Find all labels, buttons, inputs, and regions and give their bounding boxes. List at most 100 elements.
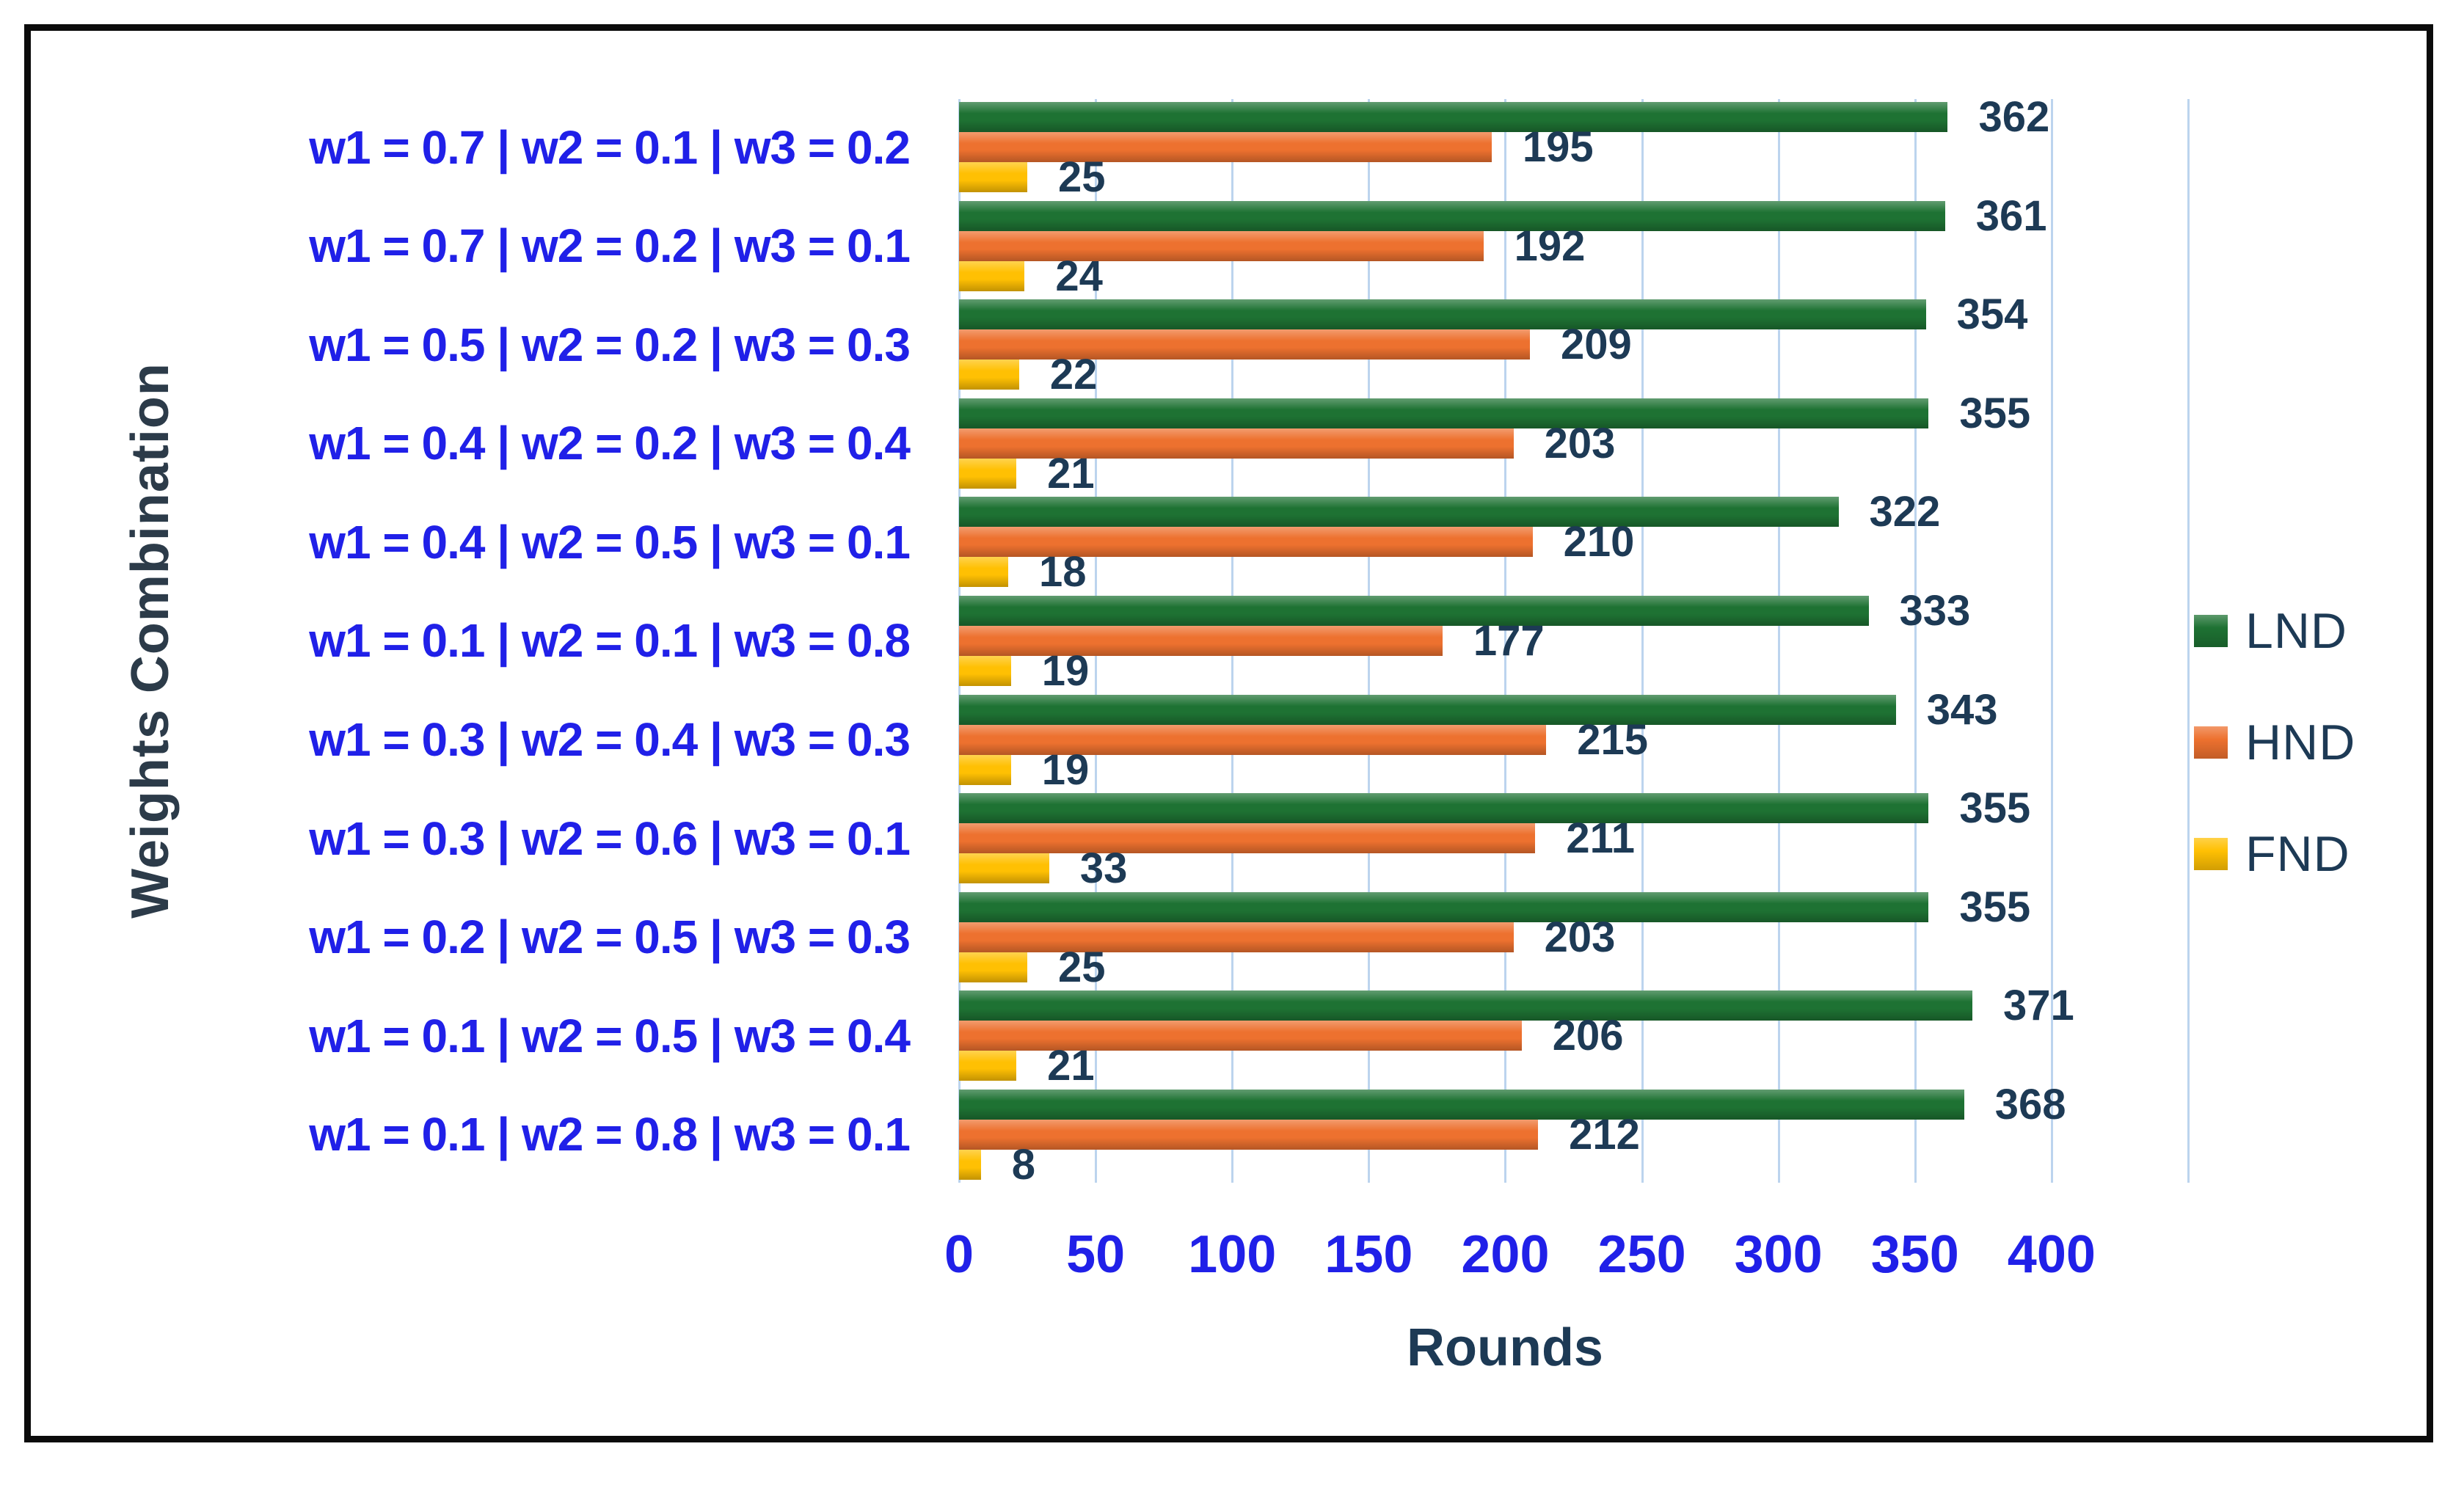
bar-row: 22 — [959, 351, 2188, 398]
data-label: 209 — [1560, 321, 1632, 369]
category-label: w1 = 0.5 | w2 = 0.2 | w3 = 0.3 — [309, 318, 911, 371]
data-label: 215 — [1577, 715, 1649, 764]
x-tick-label: 150 — [1324, 1225, 1413, 1284]
data-label: 8 — [1011, 1140, 1036, 1189]
bar-fnd — [959, 952, 1028, 982]
x-tick-label: 250 — [1597, 1225, 1686, 1284]
x-tick-label: 350 — [1870, 1225, 1959, 1284]
data-label: 25 — [1058, 153, 1106, 201]
category-label: w1 = 0.2 | w2 = 0.5 | w3 = 0.3 — [309, 911, 911, 964]
category-label: w1 = 0.4 | w2 = 0.2 | w3 = 0.4 — [309, 417, 911, 470]
bar-row: 203 — [959, 913, 2188, 961]
category-row: w1 = 0.3 | w2 = 0.6 | w3 = 0.1 — [154, 793, 911, 883]
bar-row: 19 — [959, 647, 2188, 695]
bar-group: 362 195 25 — [959, 93, 2188, 201]
bar-hnd — [959, 724, 1547, 755]
bar-hnd — [959, 625, 1443, 656]
x-axis-title: Rounds — [1407, 1318, 1603, 1377]
category-row: w1 = 0.4 | w2 = 0.2 | w3 = 0.4 — [154, 398, 911, 489]
category-label: w1 = 0.3 | w2 = 0.4 | w3 = 0.3 — [309, 713, 911, 767]
data-label: 354 — [1956, 291, 2028, 339]
gridline — [2187, 99, 2190, 1183]
category-label: w1 = 0.4 | w2 = 0.5 | w3 = 0.1 — [309, 515, 911, 569]
bar-row: 343 — [959, 686, 2188, 734]
bar-lnd — [959, 595, 1869, 626]
bar-lnd — [959, 299, 1926, 330]
data-label: 195 — [1522, 123, 1594, 171]
data-label: 361 — [1975, 191, 2047, 240]
data-label: 21 — [1047, 1042, 1095, 1090]
bar-row: 18 — [959, 548, 2188, 596]
bar-group: 333 177 19 — [959, 587, 2188, 695]
bar-row: 333 — [959, 587, 2188, 635]
bar-row: 371 — [959, 982, 2188, 1029]
bar-row: 210 — [959, 518, 2188, 566]
data-label: 19 — [1041, 646, 1090, 695]
legend-label: FND — [2245, 826, 2350, 882]
x-tick-label: 400 — [2007, 1225, 2096, 1284]
bar-hnd — [959, 428, 1514, 459]
bar-row: 19 — [959, 746, 2188, 794]
data-label: 33 — [1079, 844, 1128, 893]
data-label: 203 — [1544, 419, 1616, 467]
bar-fnd — [959, 655, 1011, 686]
bar-row: 203 — [959, 420, 2188, 467]
bar-row: 362 — [959, 93, 2188, 141]
legend-label: HND — [2245, 715, 2356, 770]
bar-lnd — [959, 102, 1948, 132]
x-tick-label: 50 — [1066, 1225, 1126, 1284]
bar-hnd — [959, 1021, 1522, 1051]
bar-row: 322 — [959, 488, 2188, 536]
bar-row: 8 — [959, 1141, 2188, 1189]
bar-group: 361 192 24 — [959, 192, 2188, 300]
bar-fnd — [959, 260, 1025, 291]
bar-row: 206 — [959, 1012, 2188, 1059]
bar-lnd — [959, 200, 1945, 231]
data-label: 368 — [1994, 1080, 2066, 1128]
data-label: 177 — [1473, 616, 1545, 665]
bar-group: 371 206 21 — [959, 982, 2188, 1090]
bar-row: 355 — [959, 390, 2188, 437]
data-label: 18 — [1039, 548, 1087, 596]
data-label: 212 — [1569, 1110, 1640, 1159]
bar-row: 177 — [959, 617, 2188, 665]
data-label: 343 — [1926, 685, 1998, 734]
data-label: 362 — [1978, 93, 2050, 141]
bar-row: 355 — [959, 883, 2188, 931]
bar-group: 355 211 33 — [959, 784, 2188, 892]
bar-lnd — [959, 497, 1839, 528]
legend-item-lnd: LND — [2194, 594, 2355, 668]
bar-row: 24 — [959, 252, 2188, 300]
data-label: 333 — [1899, 586, 1971, 635]
data-label: 22 — [1049, 351, 1098, 399]
bar-hnd — [959, 132, 1492, 162]
bar-hnd — [959, 230, 1484, 261]
legend-label: LND — [2245, 603, 2348, 659]
bar-fnd — [959, 458, 1017, 489]
data-label: 203 — [1544, 913, 1616, 961]
data-label: 371 — [2002, 982, 2074, 1030]
bar-groups-layer: 362 195 25 361 192 24 354 209 22 355 203 21 322 210 18… — [959, 93, 2188, 1189]
category-row: w1 = 0.5 | w2 = 0.2 | w3 = 0.3 — [154, 299, 911, 390]
bar-lnd — [959, 398, 1929, 428]
category-row: w1 = 0.7 | w2 = 0.2 | w3 = 0.1 — [154, 201, 911, 291]
bar-row: 25 — [959, 153, 2188, 201]
gridline — [1777, 99, 1780, 1183]
bar-row: 368 — [959, 1081, 2188, 1128]
data-label: 24 — [1055, 252, 1103, 300]
plot-area: 362 195 25 361 192 24 354 209 22 355 203 21 322 210 18… — [958, 93, 2190, 1189]
bar-fnd — [959, 1051, 1017, 1081]
bar-lnd — [959, 990, 1972, 1021]
category-axis-labels: w1 = 0.7 | w2 = 0.1 | w3 = 0.2 w1 = 0.7 |… — [154, 99, 911, 1183]
bar-row: 21 — [959, 1042, 2188, 1090]
legend-item-fnd: FND — [2194, 817, 2355, 891]
category-row: w1 = 0.1 | w2 = 0.5 | w3 = 0.4 — [154, 990, 911, 1081]
bar-row: 215 — [959, 716, 2188, 764]
bar-fnd — [959, 853, 1049, 884]
bar-hnd — [959, 1119, 1539, 1150]
bar-row: 33 — [959, 844, 2188, 892]
x-tick-label: 200 — [1461, 1225, 1550, 1284]
bar-row: 361 — [959, 192, 2188, 240]
bar-row: 195 — [959, 123, 2188, 171]
bar-group: 368 212 8 — [959, 1081, 2188, 1189]
